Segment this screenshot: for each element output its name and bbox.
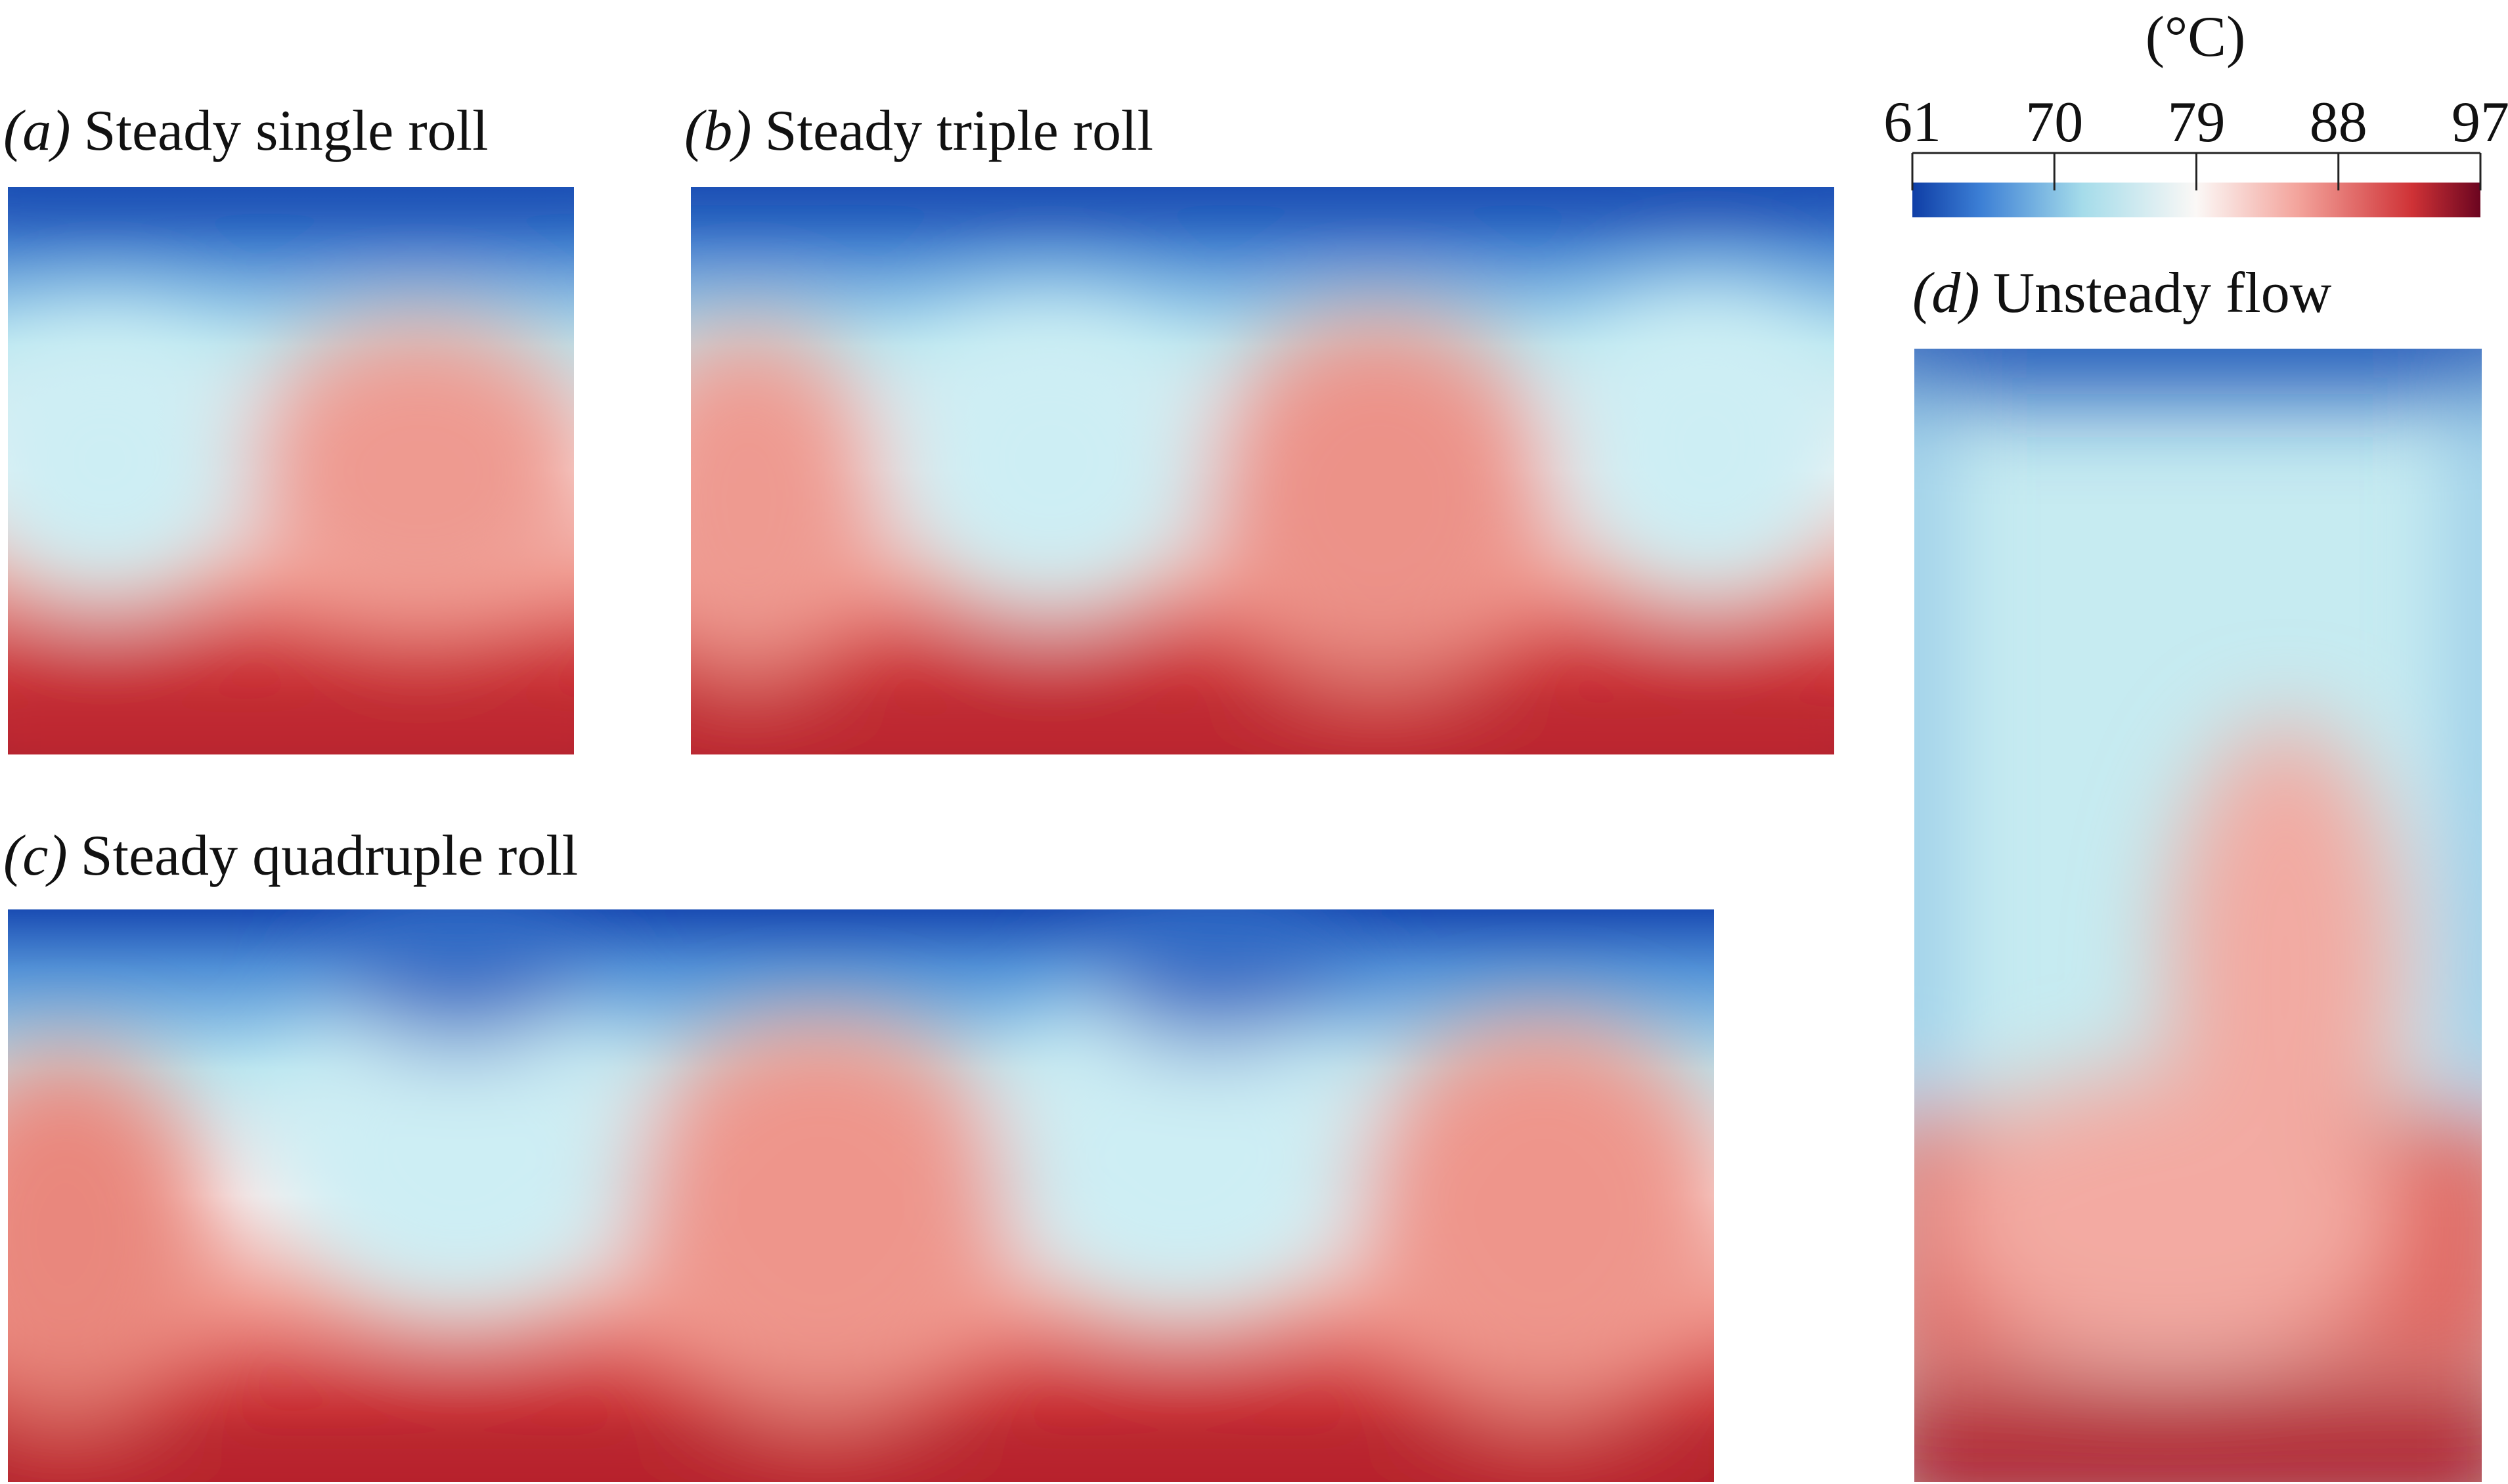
- panel-title: Steady triple roll: [765, 99, 1153, 163]
- panel-label: (a) Steady single roll: [3, 99, 489, 163]
- panel-letter: (a): [3, 99, 71, 163]
- panel-letter: (d): [1912, 261, 1980, 325]
- panel-title: Steady quadruple roll: [81, 824, 579, 888]
- panel-title: Steady single roll: [84, 99, 489, 163]
- panel-d-field: [1914, 349, 2482, 1482]
- colorbar-unit: (°C): [2145, 5, 2246, 69]
- colorbar-tick-label: 61: [1883, 91, 1941, 154]
- panel-label: (b) Steady triple roll: [684, 99, 1153, 163]
- panel-title: Unsteady flow: [1993, 261, 2332, 325]
- panel-c-field: [8, 909, 1714, 1482]
- panel-labels: (a) Steady single roll (b) Steady triple r…: [3, 99, 2332, 888]
- panel-label: (d) Unsteady flow: [1912, 261, 2332, 325]
- colorbar-tick-label: 70: [2025, 91, 2083, 154]
- colorbar-tick-label: 88: [2310, 91, 2367, 154]
- panel-letter: (b): [684, 99, 752, 163]
- panel-letter: (c): [3, 824, 68, 888]
- panel-a-field: [8, 187, 574, 754]
- colorbar-tick-label: 79: [2168, 91, 2226, 154]
- panel-label: (c) Steady quadruple roll: [3, 824, 578, 888]
- panel-b-field: [691, 187, 1834, 754]
- colorbar-tick-label: 97: [2452, 91, 2508, 154]
